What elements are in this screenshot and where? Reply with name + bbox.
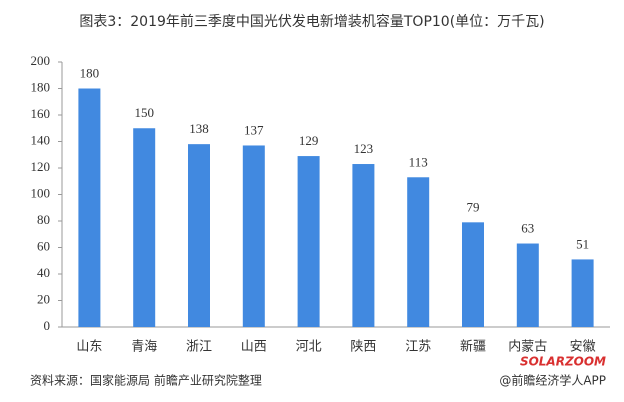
x-tick-label: 浙江	[186, 340, 212, 355]
x-tick-label: 新疆	[460, 339, 486, 355]
value-label: 51	[576, 236, 589, 251]
value-label: 123	[354, 141, 374, 156]
bar	[352, 164, 375, 327]
bar	[133, 128, 156, 327]
value-label: 150	[134, 105, 154, 120]
bar	[571, 259, 594, 327]
value-label: 137	[244, 122, 264, 137]
bar	[78, 88, 101, 327]
y-tick-label: 100	[31, 185, 51, 200]
credit: @前瞻经济学人APP	[499, 373, 606, 388]
bar	[188, 144, 210, 327]
y-tick-label: 20	[37, 291, 50, 306]
x-tick-label: 河北	[296, 340, 322, 355]
chart-title: 图表3：2019年前三季度中国光伏发电新增装机容量TOP10(单位：万千瓦)	[79, 13, 544, 30]
watermark: SOLARZOOM	[520, 355, 606, 369]
source-note: 资料来源：国家能源局 前瞻产业研究院整理	[30, 373, 262, 388]
bar	[297, 156, 320, 327]
x-tick-label: 山东	[76, 340, 102, 355]
bar	[242, 145, 265, 327]
value-label: 138	[189, 121, 209, 136]
bar	[462, 222, 484, 327]
y-tick-label: 80	[37, 212, 50, 227]
value-label: 63	[521, 221, 534, 236]
y-tick-label: 120	[31, 159, 51, 174]
x-tick-label: 山西	[241, 340, 267, 355]
x-tick-label: 内蒙古	[508, 339, 547, 355]
y-tick-label: 160	[31, 106, 51, 121]
y-tick-label: 200	[31, 53, 51, 68]
y-tick-label: 0	[44, 318, 51, 333]
x-tick-label: 安徽	[570, 340, 596, 355]
value-label: 129	[299, 133, 319, 148]
bar	[516, 243, 539, 327]
value-label: 180	[80, 65, 100, 80]
x-tick-label: 青海	[131, 340, 157, 355]
x-tick-label: 江苏	[405, 339, 431, 355]
x-tick-label: 陕西	[350, 340, 376, 355]
bar	[407, 177, 430, 327]
y-tick-label: 60	[37, 238, 50, 253]
y-tick-label: 140	[31, 132, 51, 147]
value-label: 79	[467, 199, 480, 214]
y-tick-label: 40	[37, 265, 50, 280]
value-label: 113	[409, 154, 428, 169]
y-tick-label: 180	[31, 79, 51, 94]
